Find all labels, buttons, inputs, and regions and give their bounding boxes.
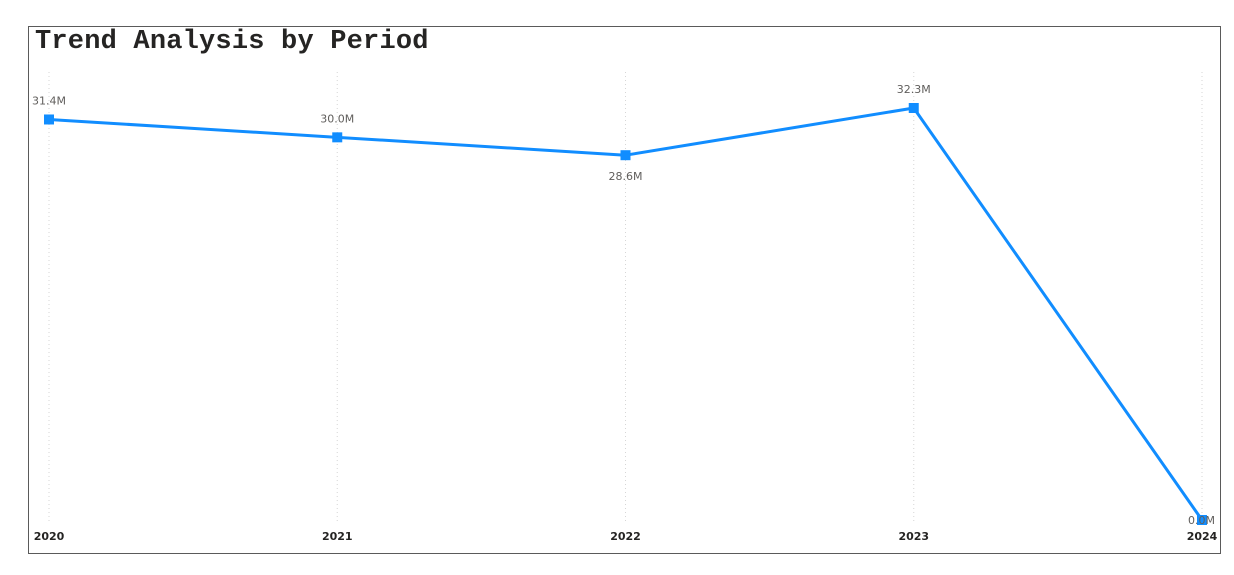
- x-tick-2020: 2020: [34, 530, 65, 543]
- data-label-2021: 30.0M: [320, 112, 354, 125]
- chart-visual-frame: [28, 26, 1221, 554]
- data-label-2022: 28.6M: [609, 170, 643, 183]
- vertical-gridlines: [48, 72, 1203, 524]
- data-labels: 31.4M 30.0M 28.6M 32.3M 0.0M: [32, 83, 1215, 527]
- x-axis-tick-labels: 2020 2021 2022 2023 2024: [34, 530, 1218, 543]
- data-label-2023: 32.3M: [897, 83, 931, 96]
- x-tick-2022: 2022: [610, 530, 641, 543]
- data-point-2024: [1197, 515, 1207, 525]
- x-tick-2021: 2021: [322, 530, 353, 543]
- data-markers: [44, 103, 1207, 525]
- x-tick-2023: 2023: [898, 530, 929, 543]
- x-tick-2024: 2024: [1187, 530, 1218, 543]
- data-point-2022: [620, 150, 631, 161]
- data-point-2023: [908, 103, 919, 113]
- data-point-2021: [332, 132, 343, 143]
- data-point-2020: [44, 114, 54, 125]
- data-label-2024: 0.0M: [1188, 514, 1215, 527]
- chart-title: Trend Analysis by Period: [35, 27, 429, 57]
- data-label-2020: 31.4M: [32, 94, 66, 107]
